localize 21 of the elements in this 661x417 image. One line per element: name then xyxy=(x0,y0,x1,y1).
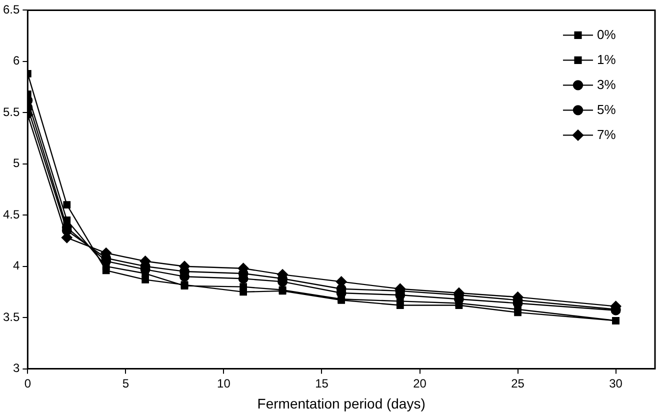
x-tick-label: 5 xyxy=(122,376,130,390)
x-tick-label: 20 xyxy=(413,376,427,390)
x-axis-title: Fermentation period (days) xyxy=(257,395,426,412)
y-tick-label: 5 xyxy=(12,156,20,170)
legend-label: 7% xyxy=(597,126,616,142)
legend-label: 0% xyxy=(597,26,616,42)
x-tick-label: 0 xyxy=(24,376,32,390)
y-tick-label: 6 xyxy=(12,54,20,68)
y-tick-label: 5.5 xyxy=(2,104,20,119)
y-tick-label: 6.5 xyxy=(2,2,20,17)
x-tick-label: 15 xyxy=(315,376,329,390)
y-tick-label: 4.5 xyxy=(2,207,20,222)
legend-label: 3% xyxy=(597,76,616,92)
legend-label: 5% xyxy=(597,102,616,117)
x-tick-label: 30 xyxy=(609,376,623,390)
y-tick-label: 3 xyxy=(12,361,20,376)
legend-label: 1% xyxy=(597,52,616,67)
x-tick-label: 25 xyxy=(511,376,525,390)
x-tick-label: 10 xyxy=(217,376,231,390)
y-tick-label: 4 xyxy=(12,258,20,273)
y-tick-label: 3.5 xyxy=(2,310,20,324)
